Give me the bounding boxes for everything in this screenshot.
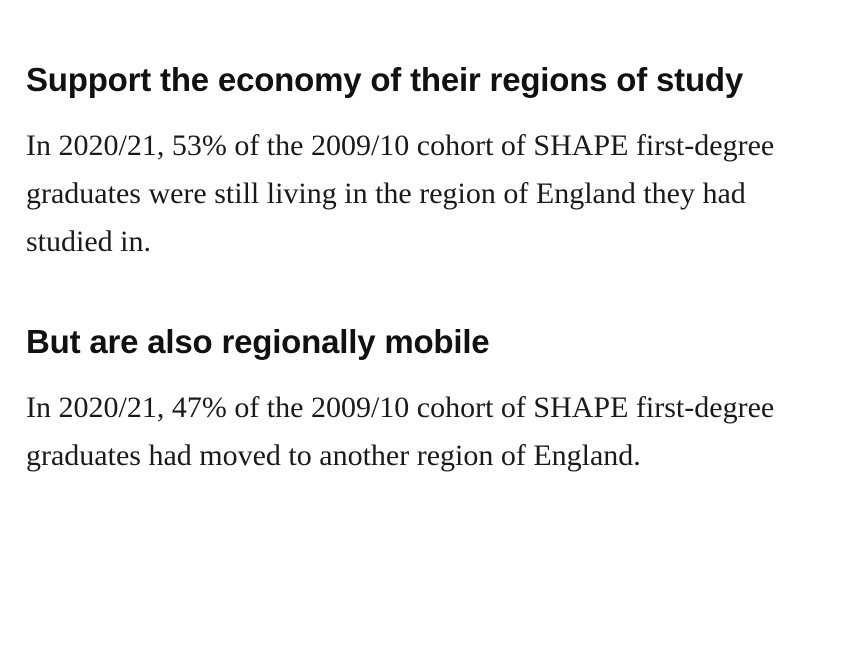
section-heading: But are also regionally mobile: [26, 323, 490, 360]
section-paragraph: In 2020/21, 47% of the 2009/10 cohort of…: [26, 391, 775, 472]
article-content: Support the economy of their regions of …: [26, 52, 826, 480]
section-heading: Support the economy of their regions of …: [26, 61, 744, 98]
section-regional-economy: Support the economy of their regions of …: [26, 52, 826, 266]
section-paragraph: In 2020/21, 53% of the 2009/10 cohort of…: [26, 129, 775, 258]
section-regional-mobility: But are also regionally mobile In 2020/2…: [26, 314, 826, 480]
